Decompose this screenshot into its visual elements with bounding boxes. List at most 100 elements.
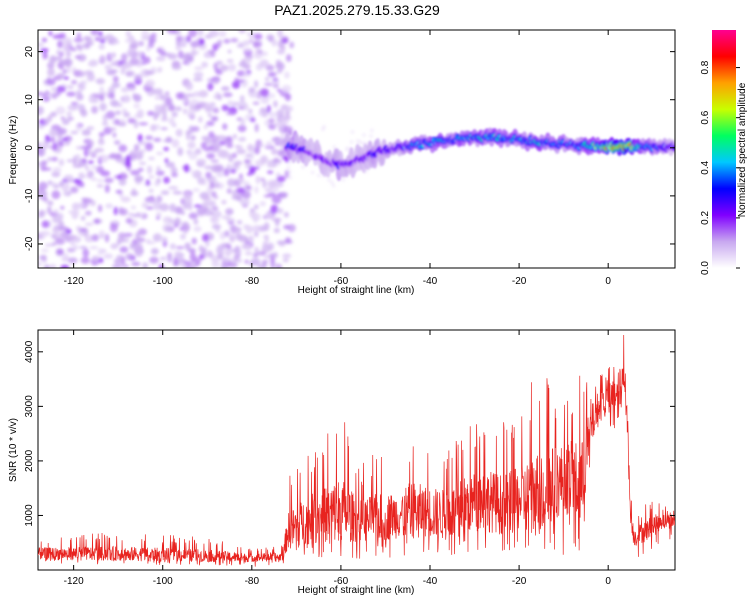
spectrogram-cell (112, 40, 120, 45)
spectrogram-cell (145, 206, 154, 210)
spectrogram-cell (47, 201, 54, 206)
spectrogram-cell (245, 225, 254, 234)
spectrogram-cell (242, 181, 250, 186)
spectrogram-cell (68, 104, 74, 110)
spectrogram-cell (321, 127, 325, 131)
spectrogram-cell (243, 63, 251, 70)
spectrogram-cell (84, 70, 94, 76)
spectrogram-cell (100, 170, 111, 177)
spectrogram-cell (103, 253, 114, 260)
spectrogram-cell (171, 138, 180, 148)
spectrogram-cell (210, 159, 219, 163)
spectrogram-cell (62, 43, 70, 53)
spectrogram-cell (98, 43, 105, 50)
spectrogram-cell (231, 80, 241, 89)
spectrogram-cell (57, 212, 64, 221)
spectrogram-cell (126, 49, 134, 58)
spectrogram-cell (229, 234, 236, 243)
spectrogram-cell (61, 137, 69, 142)
spectrogram-cell (79, 231, 85, 237)
spectrogram-cell (225, 217, 236, 223)
spectrogram-cell (227, 178, 236, 187)
spectrogram-cell (78, 174, 87, 179)
spectrogram-cell (55, 106, 66, 115)
spectrogram-cell (362, 133, 366, 137)
spectrogram-cell (204, 165, 213, 170)
spectrogram-cell (250, 257, 261, 266)
spectrogram-cell (156, 165, 161, 173)
spectrogram-cell (52, 166, 62, 173)
spectrogram-cell (52, 34, 62, 40)
spectrogram-cell (72, 244, 79, 251)
spectrogram-cell (192, 77, 203, 82)
spectrogram-cell (70, 101, 79, 106)
spectrogram-cell (279, 122, 285, 127)
spectrogram-cell (277, 30, 284, 38)
spectrogram-cell (148, 188, 154, 193)
spectrogram-cell (40, 230, 51, 237)
spectrogram-cell (46, 78, 56, 86)
bottom-y-tick-label: 1000 (24, 504, 35, 527)
colorbar-tick-label: 0.2 (700, 211, 711, 225)
spectrogram-cell (150, 248, 159, 255)
spectrogram-cell (146, 199, 157, 204)
spectrogram-cell (207, 78, 213, 82)
spectrogram-cell (258, 111, 264, 116)
spectrogram-cell (168, 117, 175, 125)
spectrogram-cell (266, 170, 274, 174)
spectrogram-cell (94, 218, 100, 225)
spectrogram-cell (196, 158, 207, 166)
spectrogram-cell (253, 204, 259, 210)
spectrogram-cell (113, 258, 122, 265)
spectrogram-cell (211, 224, 222, 230)
spectrogram-cell (171, 64, 182, 71)
spectrogram-cell (219, 64, 229, 72)
spectrogram-cell (66, 91, 76, 97)
spectrogram-cell (62, 253, 69, 262)
top-x-tick-label: -120 (64, 276, 84, 287)
spectrogram-cell (244, 190, 251, 200)
spectrogram-cell (46, 157, 54, 162)
spectrogram-cell (203, 51, 213, 59)
spectrogram-cell (185, 131, 191, 141)
spectrogram-cell (286, 165, 290, 169)
spectrogram-cell (90, 150, 98, 155)
spectrogram-cell (164, 226, 173, 232)
spectrogram-cell (148, 40, 155, 49)
spectrogram-cell (84, 210, 92, 216)
spectrogram-cell (248, 235, 254, 244)
spectrogram-cell (169, 243, 176, 250)
spectrogram-cell (163, 176, 170, 184)
spectrogram-cell (263, 234, 269, 239)
spectrogram-cell (220, 149, 230, 159)
spectrogram-cell (48, 30, 53, 37)
spectrogram-cell (63, 76, 69, 80)
spectrogram-cell (122, 94, 131, 103)
spectrogram-cell (283, 211, 289, 218)
spectrogram-cell (125, 70, 135, 77)
spectrogram-cell (231, 101, 239, 107)
spectrogram-cell (38, 211, 43, 217)
spectrogram-cell (288, 175, 292, 179)
spectrogram-cell (284, 93, 292, 102)
spectrogram-cell (210, 116, 218, 121)
spectrogram-cell (346, 146, 350, 150)
spectrogram-cell (210, 164, 221, 173)
spectrogram-cell (182, 98, 188, 103)
spectrogram-cell (133, 103, 141, 109)
spectrogram-cell (87, 149, 92, 155)
spectrogram-cell (60, 264, 70, 268)
spectrogram-cell (215, 60, 223, 66)
spectrogram-cell (105, 34, 114, 39)
spectrogram-cell (86, 171, 91, 179)
spectrogram-cell (74, 73, 82, 77)
spectrogram-cell (221, 104, 230, 112)
spectrogram-cell (142, 262, 149, 268)
top-x-tick-label: -20 (512, 276, 527, 287)
spectrogram-cell (239, 95, 245, 102)
spectrogram-cell (84, 165, 90, 171)
spectrogram-cell (201, 233, 209, 242)
spectrogram-cell (252, 42, 263, 48)
spectrogram-cell (358, 140, 362, 144)
